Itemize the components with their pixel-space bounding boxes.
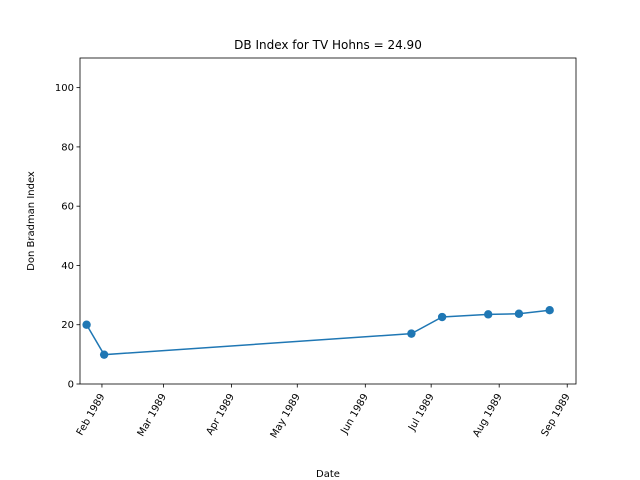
data-point: [437, 312, 447, 322]
x-axis-label: Date: [316, 469, 340, 480]
data-point: [99, 350, 109, 359]
series-layer: [82, 306, 554, 359]
data-point: [82, 320, 91, 329]
y-tick-label: 40: [61, 261, 74, 272]
plot-area: [79, 57, 577, 385]
data-point: [545, 306, 554, 315]
y-tick-label: 60: [61, 202, 74, 213]
y-tick-label: 100: [55, 83, 74, 94]
y-axis-label: Don Bradman Index: [26, 171, 37, 271]
y-tick-label: 80: [61, 142, 74, 153]
data-point: [407, 329, 416, 338]
chart-title: DB Index for TV Hohns = 24.90: [234, 38, 422, 52]
data-point: [514, 309, 524, 318]
data-point: [484, 310, 493, 319]
y-tick-label: 0: [68, 380, 74, 391]
y-tick-label: 20: [61, 320, 74, 331]
y-axis: 0 20 40 60 80 100: [55, 83, 80, 391]
plot-frame: [79, 57, 577, 385]
